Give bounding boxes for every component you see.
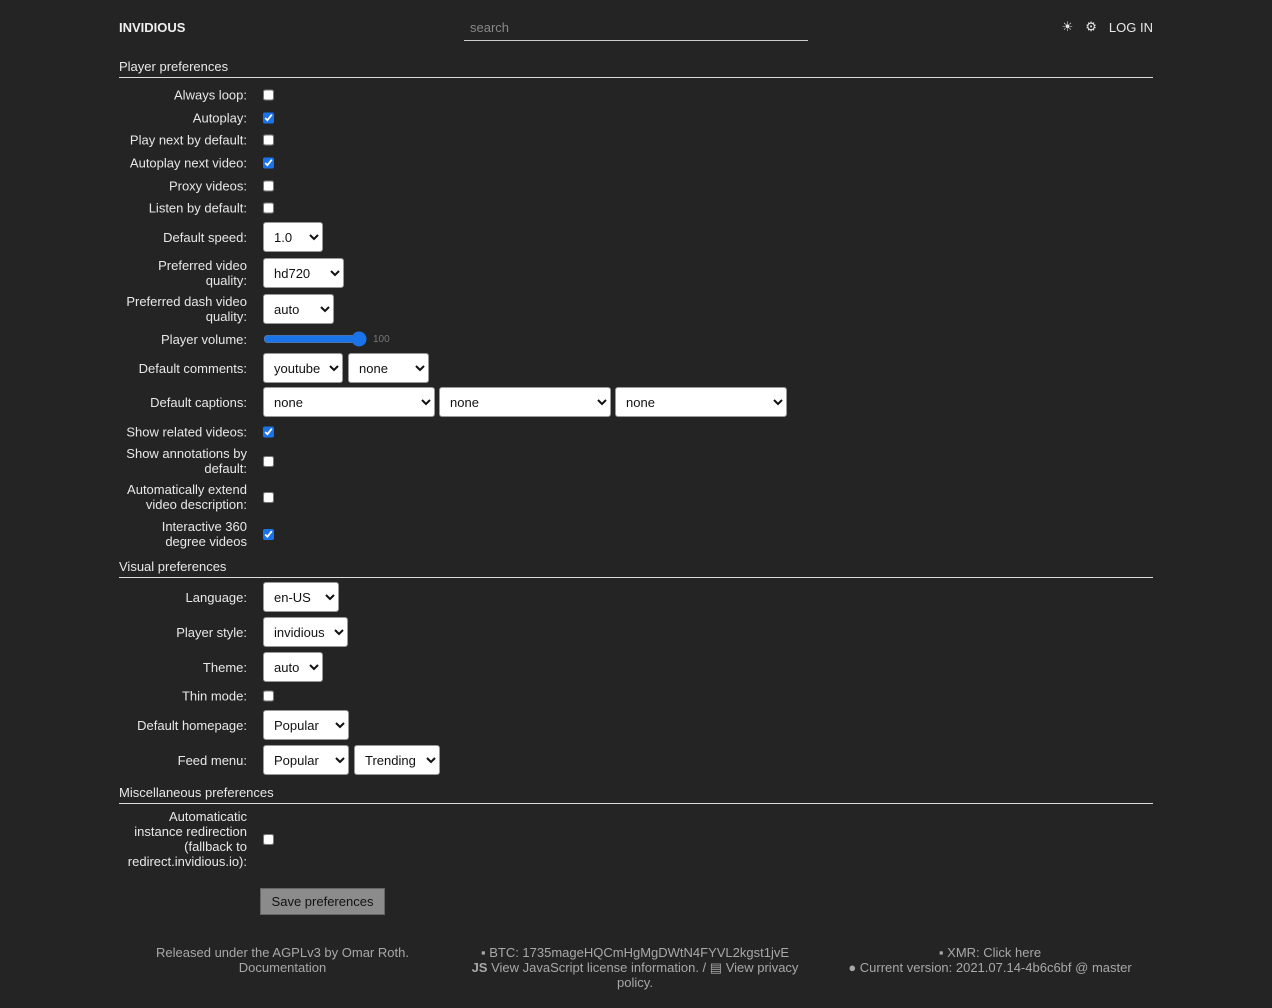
proxy-checkbox[interactable] [263, 180, 274, 192]
divider [119, 77, 1153, 78]
save-preferences-button[interactable]: Save preferences [260, 888, 385, 915]
label: Player style: [176, 624, 247, 640]
dash-quality-row: Preferred dash video quality: auto [119, 294, 334, 324]
volume-slider[interactable] [263, 331, 367, 347]
redirect-row: Automaticatic instance redirection (fall… [119, 809, 274, 869]
sun-icon[interactable]: ☀ [1061, 19, 1074, 34]
speed-select[interactable]: 1.0 [263, 222, 323, 252]
js-icon: JS [471, 960, 492, 975]
autoplay-next-row: Autoplay next video: [119, 156, 274, 171]
thin-mode-row: Thin mode: [119, 689, 274, 704]
license-text: Released under the AGPLv3 by Omar Roth. [156, 945, 409, 960]
version-link[interactable]: Current version: 2021.07.14-4b6c6bf @ ma… [859, 960, 1132, 975]
label: Default homepage: [137, 717, 247, 733]
player-style-select[interactable]: invidious [263, 617, 348, 647]
divider [119, 577, 1153, 578]
divider [119, 803, 1153, 804]
language-select[interactable]: en-US [263, 582, 339, 612]
player-style-row: Player style: invidious [119, 617, 348, 647]
dash-quality-select[interactable]: auto [263, 294, 334, 324]
homepage-row: Default homepage: Popular [119, 710, 349, 740]
comments-select-2[interactable]: none [348, 353, 429, 383]
label: Proxy videos: [168, 178, 247, 194]
proxy-row: Proxy videos: [119, 179, 274, 194]
label: Autoplay next video: [129, 155, 247, 171]
label: Always loop: [174, 87, 247, 103]
play-next-checkbox[interactable] [263, 134, 274, 146]
document-icon: ▤ [709, 960, 726, 975]
vr-row: Interactive 360 degree videos [119, 519, 274, 549]
feed-menu-select-2[interactable]: Trending [354, 745, 440, 775]
privacy-policy-link[interactable]: View privacy policy. [617, 960, 799, 990]
related-row: Show related videos: [119, 425, 274, 440]
documentation-link[interactable]: Documentation [238, 960, 327, 975]
always-loop-checkbox[interactable] [263, 89, 274, 101]
label: Default captions: [150, 394, 247, 410]
annotations-row: Show annotations by default: [119, 446, 274, 476]
theme-row: Theme: auto [119, 652, 323, 682]
wallet-icon: ▪ [480, 945, 490, 960]
quality-select[interactable]: hd720 [263, 258, 344, 288]
theme-select[interactable]: auto [263, 652, 323, 682]
label: Language: [185, 589, 247, 605]
play-next-row: Play next by default: [119, 133, 274, 148]
captions-select-1[interactable]: none [263, 387, 435, 417]
label: Thin mode: [181, 688, 247, 704]
label: Play next by default: [129, 132, 247, 148]
captions-select-3[interactable]: none [615, 387, 787, 417]
label: Player volume: [161, 331, 247, 347]
wallet-icon: ▪ [938, 945, 948, 960]
label: Preferred dash video quality: [126, 294, 247, 324]
label: Preferred video quality: [158, 258, 247, 288]
annotations-checkbox[interactable] [263, 455, 274, 467]
autoplay-row: Autoplay: [119, 111, 274, 126]
extend-description-checkbox[interactable] [263, 491, 274, 503]
gear-icon[interactable]: ⚙ [1085, 19, 1097, 34]
label: Default speed: [163, 229, 247, 245]
player-preferences-legend: Player preferences [119, 59, 229, 74]
xmr-link[interactable]: XMR: Click here [947, 945, 1042, 960]
redirect-checkbox[interactable] [263, 833, 274, 845]
feed-menu-row: Feed menu: Popular Trending [119, 745, 440, 775]
listen-checkbox[interactable] [263, 202, 274, 214]
volume-value: 100 [373, 333, 390, 345]
feed-menu-select-1[interactable]: Popular [263, 745, 349, 775]
label: Theme: [202, 659, 247, 675]
label: Feed menu: [177, 752, 247, 768]
label: Interactive 360 degree videos [161, 519, 247, 549]
captions-row: Default captions: none none none [119, 387, 787, 417]
brand-logo[interactable]: INVIDIOUS [119, 20, 186, 35]
autoplay-checkbox[interactable] [263, 112, 274, 124]
label: Show related videos: [126, 424, 247, 440]
js-license-link[interactable]: View JavaScript license information. [491, 960, 699, 975]
label: Show annotations by default: [126, 446, 247, 476]
separator: / [698, 960, 710, 975]
quality-row: Preferred video quality: hd720 [119, 258, 344, 288]
label: Default comments: [138, 360, 247, 376]
captions-select-2[interactable]: none [439, 387, 611, 417]
github-icon: ● [848, 960, 860, 975]
related-checkbox[interactable] [263, 426, 274, 438]
visual-preferences-legend: Visual preferences [119, 559, 227, 574]
btc-address: BTC: 1735mageHQCmHgMgDWtN4FYVL2kgst1jvE [489, 945, 790, 960]
thin-mode-checkbox[interactable] [263, 690, 274, 702]
always-loop-row: Always loop: [119, 88, 274, 103]
login-link[interactable]: LOG IN [1108, 19, 1153, 35]
label: Autoplay: [192, 110, 247, 126]
autoplay-next-checkbox[interactable] [263, 157, 274, 169]
vr-checkbox[interactable] [263, 528, 274, 540]
language-row: Language: en-US [119, 582, 339, 612]
comments-row: Default comments: youtube none [119, 353, 429, 383]
label: Listen by default: [148, 200, 247, 216]
comments-select-1[interactable]: youtube [263, 353, 343, 383]
homepage-select[interactable]: Popular [263, 710, 349, 740]
search-input[interactable] [464, 14, 808, 41]
extend-description-row: Automatically extend video description: [119, 482, 274, 512]
label: Automatically extend video description: [127, 482, 247, 512]
speed-row: Default speed: 1.0 [119, 222, 323, 252]
label: Automaticatic instance redirection (fall… [127, 809, 247, 869]
misc-preferences-legend: Miscellaneous preferences [119, 785, 274, 800]
volume-row: Player volume: 100 [119, 331, 390, 347]
listen-row: Listen by default: [119, 201, 274, 216]
